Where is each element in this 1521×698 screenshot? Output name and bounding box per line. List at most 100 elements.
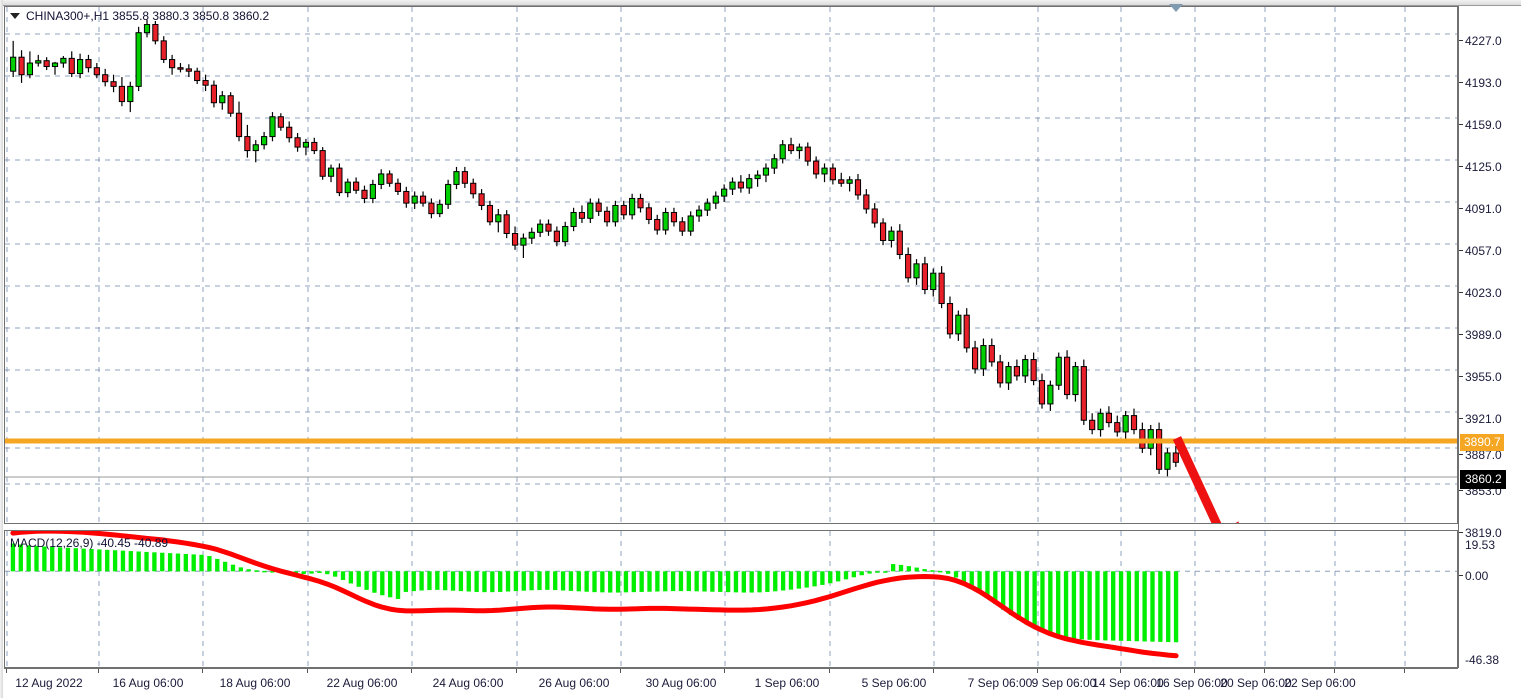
macd-histogram-bar: [851, 571, 857, 578]
time-scale-tick: [411, 669, 412, 673]
macd-histogram-bar: [788, 571, 794, 590]
candle-body: [913, 263, 920, 279]
candle-body: [269, 116, 276, 138]
candle-body: [930, 272, 937, 291]
macd-histogram-bar: [615, 571, 621, 593]
candle-body: [1013, 366, 1020, 377]
macd-histogram-bar: [309, 571, 314, 574]
candle-body: [436, 203, 443, 215]
macd-histogram-bar: [914, 567, 919, 572]
macd-histogram-bar: [490, 571, 495, 593]
macd-histogram-bar: [647, 571, 652, 592]
macd-histogram-bar: [1134, 571, 1139, 642]
candle-body: [194, 70, 201, 82]
macd-histogram-bar: [435, 571, 440, 590]
macd-histogram-bar: [26, 545, 31, 572]
time-scale-tick: [1404, 669, 1405, 673]
macd-histogram-bar: [112, 550, 118, 572]
time-scale-tick: [724, 669, 725, 673]
macd-histogram-bar: [1087, 571, 1092, 640]
macd-histogram-bar: [160, 552, 165, 572]
current-bar-marker-icon: [1169, 4, 1183, 12]
time-scale-tick: [933, 669, 934, 673]
candle-body: [829, 167, 836, 181]
price-scale-tick: [1459, 250, 1463, 251]
macd-histogram-bar: [332, 571, 338, 577]
macd-histogram-bar: [600, 571, 605, 593]
candle-body: [102, 74, 109, 83]
macd-indicator-pane[interactable]: [4, 530, 1458, 668]
macd-histogram-bar: [521, 571, 526, 591]
candle-body: [537, 223, 544, 233]
macd-histogram-bar: [466, 571, 471, 592]
triangle-down-icon[interactable]: [10, 13, 20, 19]
candle-body: [946, 303, 954, 335]
macd-histogram-bar: [584, 571, 589, 592]
candle-body: [603, 210, 611, 223]
time-scale-tick: [1194, 669, 1195, 673]
candle-body: [804, 146, 811, 162]
candle-body: [302, 141, 310, 148]
candle-body: [545, 223, 552, 232]
macd-histogram-bar: [175, 553, 181, 572]
price-scale-axis[interactable]: 4227.0 4193.0 4159.0 4125.0 4091.0 4057.0 4023…: [1458, 6, 1521, 668]
macd-histogram-bar: [1056, 571, 1061, 637]
macd-histogram-bar: [411, 571, 416, 592]
candle-body: [888, 230, 895, 241]
macd-histogram-bar: [820, 571, 825, 585]
candle-body: [1172, 452, 1179, 463]
time-scale-tick: [1120, 669, 1121, 673]
candle-body: [854, 179, 862, 196]
candle-body: [721, 188, 728, 197]
candle-body: [955, 314, 962, 335]
horizontal-level-price-badge[interactable]: 3890.7: [1460, 434, 1504, 451]
macd-histogram-bar: [395, 571, 401, 599]
last-price-badge[interactable]: 3860.2: [1460, 470, 1506, 489]
candle-body: [445, 183, 452, 205]
price-scale-label: 4023.0: [1465, 286, 1502, 300]
price-chart-pane[interactable]: [4, 6, 1458, 524]
candle-body: [988, 345, 995, 363]
candle-body: [1089, 419, 1096, 431]
candle-body: [110, 81, 117, 87]
time-scale-axis[interactable]: 12 Aug 2022 16 Aug 06:00 18 Aug 06:00 22 Au…: [4, 668, 1458, 696]
macd-histogram-bar: [993, 571, 998, 604]
time-scale-tick: [1264, 669, 1265, 673]
candle-body: [261, 136, 268, 146]
macd-histogram-bar: [1040, 571, 1045, 632]
macd-histogram-series: [10, 543, 1179, 643]
macd-histogram-bar: [1001, 571, 1006, 610]
macd-histogram-bar: [1166, 571, 1171, 643]
macd-histogram-bar: [246, 569, 251, 572]
price-scale-tick: [1459, 454, 1463, 455]
candle-body: [93, 67, 100, 76]
candle-body: [43, 60, 50, 68]
arrow-head: [1235, 521, 1239, 523]
price-scale-tick: [1459, 532, 1463, 533]
macd-histogram-bar: [1024, 571, 1029, 625]
macd-histogram-bar: [230, 564, 236, 572]
candle-body: [980, 345, 987, 370]
candle-body: [135, 32, 142, 87]
candle-body: [160, 40, 167, 61]
macd-histogram-bar: [120, 550, 126, 572]
candle-body: [386, 173, 393, 184]
macd-histogram-bar: [985, 571, 990, 599]
candle-body: [746, 178, 753, 189]
candle-body: [1072, 366, 1079, 396]
candle-body: [327, 167, 335, 177]
macd-histogram-bar: [686, 571, 691, 592]
candle-body: [871, 208, 878, 224]
time-scale-tick: [620, 669, 621, 673]
candle-body: [787, 144, 795, 152]
candle-body: [1030, 359, 1037, 382]
candle-body: [1005, 366, 1012, 384]
price-chart-canvas: [5, 7, 1457, 523]
bearish-trend-arrow[interactable]: [1172, 436, 1239, 523]
time-scale-label: 5 Sep 06:00: [861, 676, 927, 690]
time-scale-label: 20 Sep 06:00: [1220, 676, 1292, 690]
macd-histogram-bar: [207, 556, 212, 572]
macd-histogram-bar: [199, 554, 204, 572]
candle-body: [18, 56, 25, 76]
time-scale-tick: [6, 669, 7, 673]
